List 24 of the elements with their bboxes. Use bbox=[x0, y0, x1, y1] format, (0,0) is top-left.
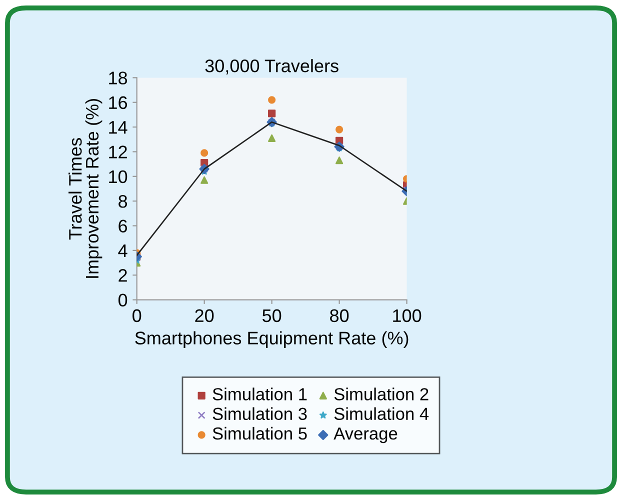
y-tick-label: 6 bbox=[118, 220, 128, 232]
x-tick-label: 20 bbox=[195, 309, 214, 322]
legend-label: Average bbox=[334, 428, 398, 444]
x-axis-title: Smartphones Equipment Rate (%) bbox=[135, 331, 408, 348]
legend-label: Simulation 2 bbox=[334, 388, 428, 400]
x-tick-label: 80 bbox=[330, 309, 349, 322]
x-tick-label: 0 bbox=[132, 309, 142, 322]
x-tick-label: 50 bbox=[262, 309, 282, 322]
legend-label: Simulation 1 bbox=[212, 388, 307, 400]
y-tick-label: 4 bbox=[118, 244, 128, 257]
legend-label: Simulation 3 bbox=[212, 407, 307, 420]
y-tick-label: 12 bbox=[109, 146, 127, 158]
chart-title: 30,000 Travelers bbox=[205, 59, 338, 74]
y-axis-title: Travel Times Improvement Rate (%) bbox=[68, 99, 102, 278]
y-tick-label: 8 bbox=[118, 195, 128, 208]
y-tick-label: 14 bbox=[109, 121, 128, 134]
y-tick-label: 2 bbox=[118, 269, 127, 282]
legend-label: Simulation 4 bbox=[334, 407, 429, 420]
y-tick-label: 10 bbox=[109, 170, 128, 184]
x-tick-label: 100 bbox=[393, 309, 422, 322]
y-tick-label: 0 bbox=[118, 294, 128, 307]
y-tick-label: 16 bbox=[109, 96, 128, 110]
y-tick-label: 18 bbox=[109, 72, 128, 84]
legend-label: Simulation 5 bbox=[212, 426, 307, 440]
